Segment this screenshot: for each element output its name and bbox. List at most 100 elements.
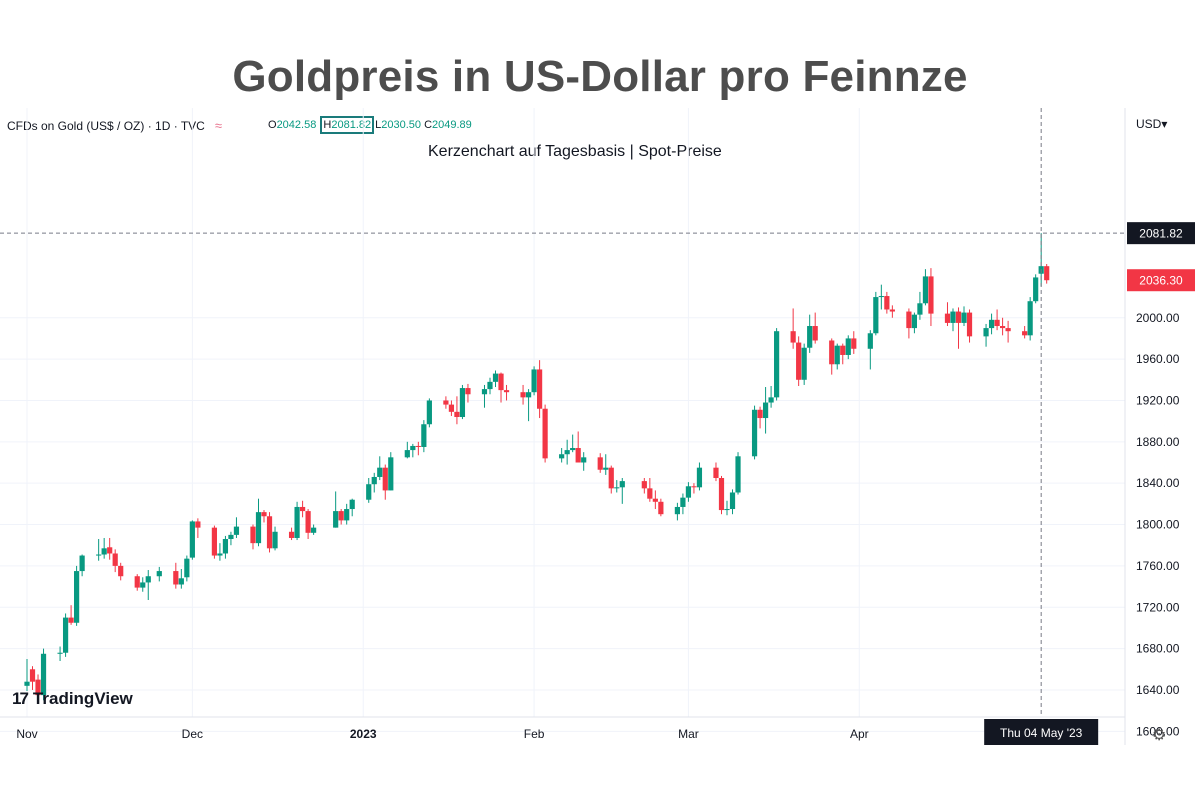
candle-body bbox=[762, 402, 769, 419]
candle-body bbox=[564, 450, 570, 455]
close-value: 2049.89 bbox=[432, 119, 472, 131]
chevron-down-icon: ▾ bbox=[1161, 117, 1168, 131]
candle-body bbox=[222, 539, 229, 554]
candle-body bbox=[790, 331, 796, 343]
candle-body bbox=[228, 534, 234, 540]
chart-subtitle: Kerzenchart auf Tagesbasis | Spot-Preise bbox=[428, 143, 722, 160]
candle-body bbox=[729, 492, 736, 510]
candle-body bbox=[944, 313, 951, 323]
candle-body bbox=[189, 521, 195, 558]
candle-body bbox=[1044, 266, 1050, 281]
candle-body bbox=[448, 404, 455, 412]
candle-body bbox=[145, 576, 151, 583]
candle-body bbox=[829, 340, 835, 365]
candle-body bbox=[443, 400, 449, 405]
candle-body bbox=[173, 571, 179, 585]
candle-body bbox=[410, 445, 416, 451]
candle-body bbox=[845, 338, 851, 355]
candle-body bbox=[338, 511, 344, 521]
high-value: 2081.82 bbox=[331, 119, 372, 131]
candle-body bbox=[465, 388, 471, 395]
candle-body bbox=[118, 565, 124, 577]
candle-body bbox=[140, 582, 146, 588]
candle-body bbox=[614, 487, 620, 489]
symbol-label: CFDs on Gold (US$ / OZ) · 1D · TVC bbox=[7, 119, 205, 133]
candle-body bbox=[459, 388, 466, 418]
candle-body bbox=[344, 509, 350, 521]
candle-body bbox=[101, 548, 107, 555]
candle-body bbox=[911, 314, 918, 329]
candle-body bbox=[801, 347, 807, 380]
candle-body bbox=[757, 409, 763, 419]
candle-body bbox=[525, 392, 532, 398]
candle-body bbox=[878, 296, 884, 298]
candle-body bbox=[498, 373, 504, 391]
candle-body bbox=[415, 445, 421, 447]
candle-body bbox=[619, 481, 625, 488]
y-tick-label: 1760.00 bbox=[1136, 559, 1180, 573]
y-tick-label: 1720.00 bbox=[1136, 600, 1180, 614]
candle-body bbox=[724, 509, 730, 511]
candle-body bbox=[266, 516, 273, 549]
candle-body bbox=[178, 578, 184, 585]
candle-body bbox=[652, 498, 658, 502]
candle-body bbox=[906, 311, 912, 329]
gear-icon[interactable]: ⚙ bbox=[1152, 727, 1167, 744]
candle-body bbox=[520, 392, 526, 398]
candle-body bbox=[68, 617, 74, 623]
candle-body bbox=[333, 511, 339, 528]
candle-body bbox=[581, 457, 587, 463]
candle-body bbox=[74, 571, 80, 623]
candle-body bbox=[559, 454, 565, 459]
candle-body bbox=[834, 345, 840, 365]
candle-body bbox=[96, 554, 102, 556]
currency-selector[interactable]: USD▾ bbox=[1136, 117, 1167, 131]
candle-body bbox=[1033, 277, 1039, 302]
last-price-box bbox=[1127, 269, 1195, 292]
candle-body bbox=[377, 467, 383, 477]
candle-body bbox=[713, 467, 719, 479]
candle-body bbox=[988, 319, 995, 329]
candle-body bbox=[388, 457, 394, 491]
candle-body bbox=[250, 526, 256, 544]
candle-body bbox=[807, 326, 813, 348]
tradingview-mark-icon: 17 bbox=[12, 689, 29, 708]
candle-body bbox=[999, 326, 1006, 329]
candle-body bbox=[299, 506, 306, 512]
candle-body bbox=[597, 457, 603, 470]
candle-body bbox=[542, 408, 548, 459]
candle-body bbox=[294, 506, 300, 538]
open-key: O bbox=[268, 119, 277, 131]
candle-body bbox=[487, 381, 493, 390]
candle-body bbox=[156, 571, 162, 577]
candle-body bbox=[272, 531, 278, 549]
candle-body bbox=[79, 555, 85, 572]
y-tick-label: 1640.00 bbox=[1136, 683, 1180, 697]
candle-body bbox=[966, 312, 973, 337]
candle-body bbox=[454, 411, 460, 418]
low-key: L bbox=[375, 119, 382, 131]
candle-body bbox=[184, 558, 190, 578]
high-key: H bbox=[323, 119, 332, 131]
candle-body bbox=[884, 296, 890, 310]
candle-body bbox=[426, 400, 432, 425]
candle-body bbox=[812, 326, 818, 341]
y-tick-label: 2000.00 bbox=[1136, 311, 1180, 325]
candle-body bbox=[305, 511, 311, 533]
x-tick-label: 2023 bbox=[350, 727, 377, 741]
x-tick-label: Dec bbox=[182, 727, 203, 741]
candle-body bbox=[685, 486, 692, 498]
close-key: C bbox=[424, 119, 433, 131]
candle-body bbox=[107, 547, 113, 554]
symbol-info[interactable]: CFDs on Gold (US$ / OZ) · 1D · TVC ≈ bbox=[7, 118, 230, 133]
y-tick-label: 1960.00 bbox=[1136, 352, 1180, 366]
candle-body bbox=[658, 501, 664, 515]
candle-body bbox=[29, 669, 36, 682]
candle-body bbox=[371, 476, 377, 485]
y-tick-label: 1600.00 bbox=[1136, 724, 1180, 738]
crosshair-date-box bbox=[984, 719, 1099, 745]
candle-body bbox=[873, 297, 879, 334]
candle-body bbox=[311, 527, 317, 533]
candle-body bbox=[288, 531, 295, 538]
